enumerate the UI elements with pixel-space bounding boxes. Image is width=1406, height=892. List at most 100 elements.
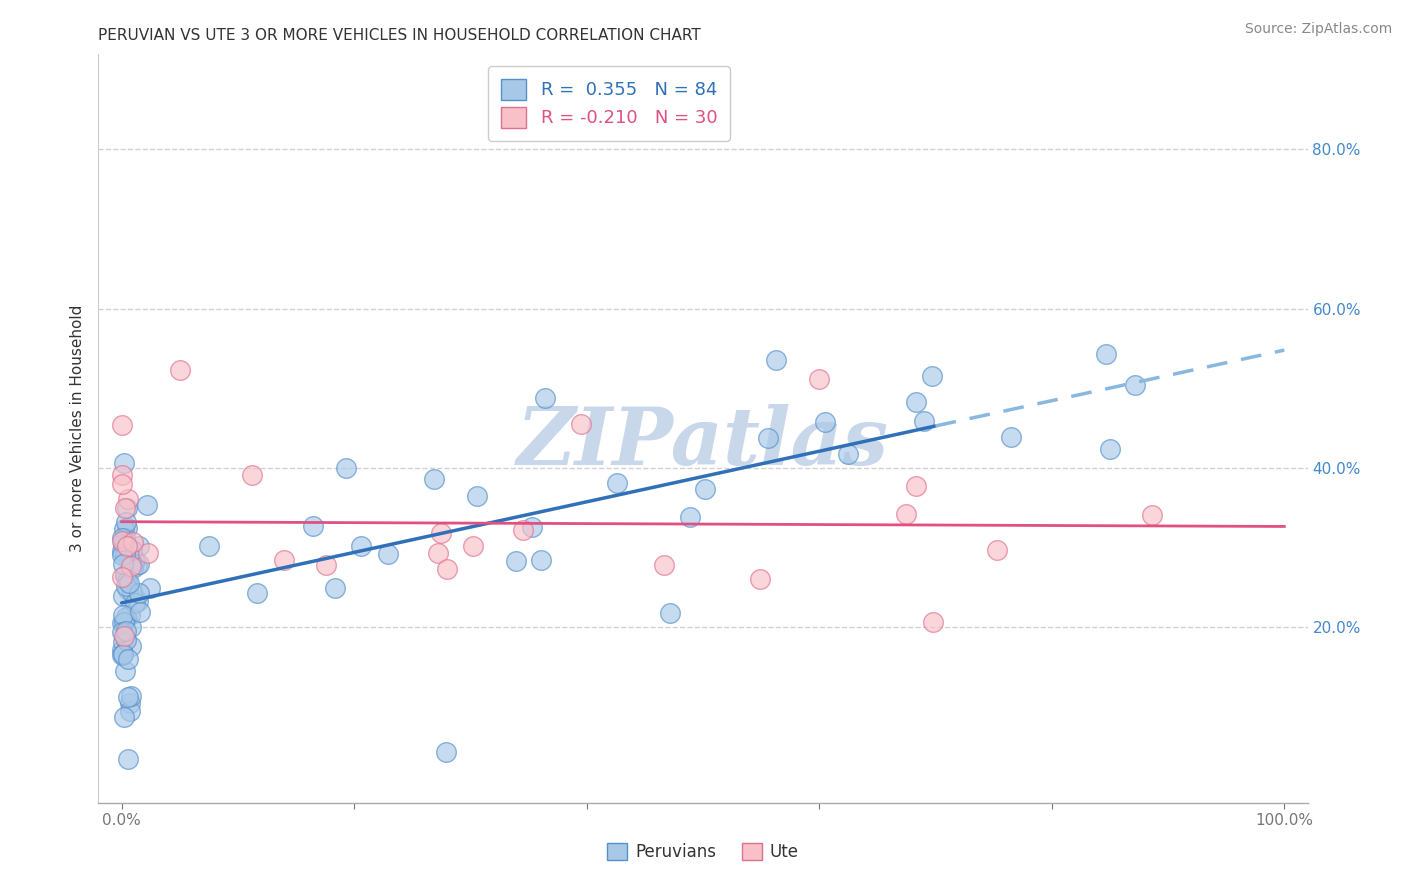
Point [377, 548, 399, 562]
Point [350, 539, 373, 553]
Point [128, 557, 150, 571]
Point [111, 647, 134, 661]
Text: PERUVIAN VS UTE 3 OR MORE VEHICLES IN HOUSEHOLD CORRELATION CHART: PERUVIAN VS UTE 3 OR MORE VEHICLES IN HO… [98, 28, 702, 43]
Text: ZIPatlas: ZIPatlas [517, 404, 889, 482]
Point [905, 395, 928, 409]
Point [169, 363, 191, 377]
Point [111, 477, 134, 491]
Point [111, 537, 134, 551]
Point [111, 467, 134, 482]
Point [111, 608, 134, 623]
Point [520, 520, 543, 534]
Point [111, 543, 134, 558]
Point [512, 523, 534, 537]
Point [124, 595, 146, 609]
Point [112, 710, 135, 724]
Point [423, 472, 446, 486]
Point [112, 615, 135, 630]
Point [1000, 430, 1022, 444]
Point [922, 615, 945, 629]
Point [894, 507, 917, 521]
Text: Source: ZipAtlas.com: Source: ZipAtlas.com [1244, 22, 1392, 37]
Point [120, 689, 142, 703]
Point [111, 418, 134, 433]
Point [273, 553, 295, 567]
Point [659, 607, 682, 621]
Point [430, 526, 453, 541]
Point [112, 456, 135, 470]
Point [122, 535, 145, 549]
Y-axis label: 3 or more Vehicles in Household: 3 or more Vehicles in Household [69, 304, 84, 552]
Point [114, 568, 136, 582]
Point [115, 624, 138, 639]
Point [115, 500, 138, 515]
Point [111, 549, 134, 563]
Point [814, 415, 837, 429]
Point [904, 479, 927, 493]
Point [434, 745, 457, 759]
Point [114, 531, 136, 545]
Point [118, 696, 141, 710]
Point [461, 540, 484, 554]
Point [114, 633, 136, 648]
Point [246, 586, 269, 600]
Point [748, 572, 770, 586]
Point [136, 546, 159, 560]
Point [114, 665, 136, 679]
Point [606, 476, 628, 491]
Point [114, 568, 136, 582]
Point [125, 558, 148, 572]
Point [534, 392, 557, 406]
Point [1123, 377, 1146, 392]
Point [121, 542, 143, 557]
Point [127, 594, 149, 608]
Point [121, 584, 143, 599]
Point [111, 625, 134, 640]
Point [117, 690, 139, 705]
Point [427, 546, 450, 560]
Point [122, 561, 145, 575]
Point [112, 522, 135, 536]
Point [465, 489, 488, 503]
Point [323, 581, 346, 595]
Point [112, 589, 135, 603]
Point [111, 558, 134, 572]
Point [112, 635, 135, 649]
Point [117, 539, 139, 553]
Point [436, 562, 458, 576]
Point [118, 575, 141, 590]
Point [115, 579, 138, 593]
Point [912, 414, 935, 428]
Point [569, 417, 592, 431]
Point [117, 752, 139, 766]
Point [114, 500, 136, 515]
Point [111, 531, 134, 545]
Point [1095, 347, 1118, 361]
Point [115, 610, 138, 624]
Point [117, 491, 139, 506]
Point [679, 509, 702, 524]
Point [124, 552, 146, 566]
Point [837, 447, 859, 461]
Point [693, 483, 716, 497]
Point [765, 353, 787, 368]
Point [335, 461, 357, 475]
Point [115, 574, 138, 588]
Point [115, 521, 138, 535]
Point [128, 586, 150, 600]
Point [315, 558, 337, 572]
Point [139, 581, 162, 595]
Point [118, 705, 141, 719]
Point [986, 543, 1008, 558]
Point [921, 368, 943, 383]
Point [114, 547, 136, 561]
Point [111, 648, 134, 663]
Point [198, 539, 221, 553]
Point [115, 515, 138, 529]
Point [530, 552, 553, 566]
Point [117, 652, 139, 666]
Point [117, 582, 139, 597]
Point [301, 519, 323, 533]
Point [120, 558, 142, 573]
Point [111, 643, 134, 657]
